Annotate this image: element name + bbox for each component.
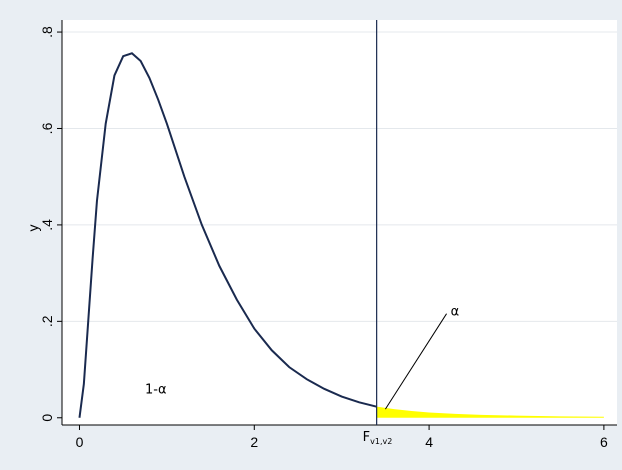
y-tick-label-0: 0 xyxy=(39,414,55,422)
gridlines xyxy=(62,31,617,322)
x-tick-label-0: 0 xyxy=(76,434,84,450)
critical-value-label: Fv1,v2 xyxy=(363,430,393,446)
critical-value-subscript: v1,v2 xyxy=(370,437,392,446)
one-minus-alpha-label: 1-α xyxy=(145,383,167,398)
x-tick-label-1: 2 xyxy=(250,434,258,450)
y-tick-label-3: .6 xyxy=(39,122,55,134)
alpha-pointer-line xyxy=(384,313,447,410)
density-curve-layer xyxy=(78,52,377,418)
x-tick-label-3: 6 xyxy=(600,434,608,450)
plot-area xyxy=(62,20,617,425)
annotations: 1-α α xyxy=(145,305,460,410)
y-tick-label-1: .2 xyxy=(39,315,55,327)
x-tick-label-2: 4 xyxy=(425,434,433,450)
alpha-tail-fill xyxy=(376,406,604,418)
y-tick-label-4: .8 xyxy=(39,26,55,38)
y-tick-label-2: .4 xyxy=(39,219,55,231)
axes: 0 .2 .4 .6 .8 0 2 4 6 xyxy=(39,20,617,450)
density-curve xyxy=(78,52,377,418)
shaded-region xyxy=(376,406,604,418)
y-axis-title: y xyxy=(25,225,41,232)
alpha-label: α xyxy=(451,305,460,320)
